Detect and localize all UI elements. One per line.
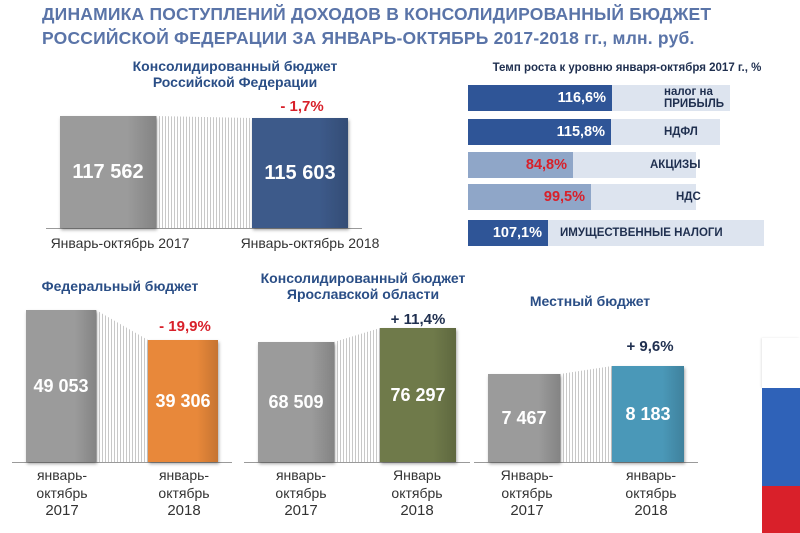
hbar-bar: 107,1% [468,220,548,246]
hbar-value-label: 116,6% [557,90,606,106]
hbar-value-label: 115,8% [556,124,605,140]
hbar-value-label: 99,5% [543,189,585,205]
hbar-value-label: 107,1% [492,225,542,241]
hbar-category-label: АКЦИЗЫ [650,159,701,171]
hbar-row: 107,1% ИМУЩЕСТВЕННЫЕ НАЛОГИ [468,220,764,246]
hbar-row: 99,5% НДС [468,184,701,210]
title-line-1: ДИНАМИКА ПОСТУПЛЕНИЙ ДОХОДОВ В КОНСОЛИДИ… [42,4,712,24]
page-title: ДИНАМИКА ПОСТУПЛЕНИЙ ДОХОДОВ В КОНСОЛИДИ… [42,2,742,50]
hbar-row: 115,8% НДФЛ [468,119,720,145]
hbar-bar: 99,5% [468,184,591,210]
hbar-row: 116,6% налог на ПРИБЫЛЬ [468,85,730,111]
hbar-category-label: налог на ПРИБЫЛЬ [664,86,725,110]
flag-white-stripe [762,338,800,388]
hbar-value-label: 84,8% [525,157,567,173]
hbar-category-label: ИМУЩЕСТВЕННЫЕ НАЛОГИ [560,227,723,239]
flag-blue-stripe [762,388,800,486]
chart-title: Темп роста к уровню января-октября 2017 … [492,62,762,74]
hbar-category-label: НДФЛ [664,126,698,138]
hbar-bar: 115,8% [468,119,611,145]
hbar-row: 84,8% АКЦИЗЫ [468,152,700,178]
hbar-bar: 116,6% [468,85,612,111]
flag-red-stripe [762,486,800,533]
title-line-2: РОССИЙСКОЙ ФЕДЕРАЦИИ ЗА ЯНВАРЬ-ОКТЯБРЬ 2… [42,28,695,48]
hbar-bar: 84,8% [468,152,573,178]
hbar-category-label: НДС [676,191,701,203]
